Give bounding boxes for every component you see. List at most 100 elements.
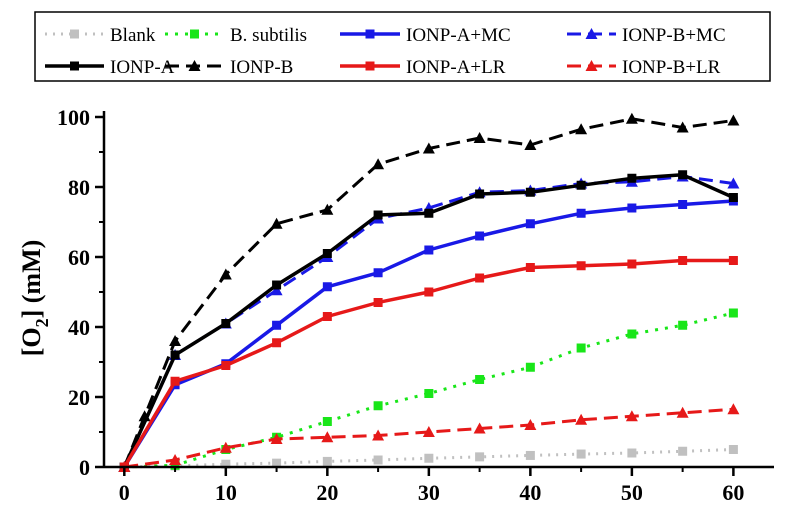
data-point-ionp-b — [138, 410, 151, 422]
legend-item-b-subtilis: B. subtilis — [165, 25, 307, 46]
x-tick-label: 50 — [621, 480, 643, 505]
series-line-ionp-a — [122, 173, 735, 468]
data-point-blank — [272, 458, 282, 468]
data-point-ionp-a-lr — [221, 361, 231, 370]
data-point-blank — [525, 450, 535, 460]
data-point-ionp-a-mc — [322, 282, 332, 292]
data-point-ionp-b-lr — [321, 431, 334, 443]
data-point-ionp-b — [219, 268, 232, 280]
data-point-blank — [475, 452, 485, 462]
data-point-ionp-a-lr — [728, 256, 738, 265]
data-point-ionp-b — [422, 142, 435, 154]
data-point-ionp-b-lr — [422, 426, 435, 437]
data-point-ionp-b-lr — [169, 454, 182, 465]
plot-area — [118, 112, 740, 472]
data-point-ionp-b — [575, 123, 588, 135]
series-ionp-a-lr — [119, 256, 738, 472]
y-tick-label: 20 — [68, 385, 90, 410]
series-ionp-a — [119, 170, 738, 472]
y-axis-label: [O2] (mM) — [17, 240, 52, 357]
data-point-blank — [373, 455, 383, 465]
data-point-ionp-b-lr — [270, 433, 283, 444]
legend-label: B. subtilis — [230, 25, 307, 46]
legend-label: IONP-A+LR — [406, 57, 506, 78]
legend-item-ionp-a-lr: IONP-A+LR — [340, 57, 506, 78]
data-point-ionp-b — [676, 121, 689, 133]
data-point-blank — [678, 446, 688, 456]
data-point-ionp-b — [727, 114, 740, 126]
data-point-ionp-b-mc — [270, 284, 283, 296]
data-point-blank — [322, 456, 332, 466]
data-point-ionp-b-lr — [727, 403, 740, 415]
data-point-b-subtilis — [373, 401, 383, 411]
legend-swatch-marker — [190, 29, 199, 39]
data-point-b-subtilis — [475, 375, 485, 384]
data-point-ionp-a-lr — [424, 287, 434, 297]
data-point-ionp-a-mc — [678, 200, 688, 209]
legend-swatch-marker — [585, 28, 598, 39]
data-point-ionp-b-lr — [676, 406, 689, 418]
legend-label: IONP-A — [110, 57, 175, 78]
y-tick-label: 40 — [68, 315, 90, 340]
data-point-b-subtilis — [627, 329, 637, 339]
legend-swatch-marker — [70, 29, 79, 39]
data-point-ionp-a-mc — [576, 208, 586, 218]
data-point-ionp-a-lr — [322, 312, 332, 321]
data-point-b-subtilis — [576, 343, 586, 353]
data-point-ionp-b-mc — [727, 177, 740, 189]
data-point-ionp-a — [322, 249, 332, 258]
data-point-ionp-a-lr — [373, 298, 383, 307]
data-point-ionp-a — [678, 170, 688, 180]
data-point-ionp-a — [627, 173, 637, 183]
data-point-ionp-a-lr — [170, 376, 180, 386]
data-point-b-subtilis — [728, 308, 738, 318]
data-point-ionp-a — [525, 187, 535, 197]
data-point-ionp-b-lr — [473, 422, 486, 434]
data-point-blank — [576, 449, 586, 459]
data-point-ionp-a-mc — [424, 245, 434, 255]
legend-swatch-marker — [365, 29, 375, 39]
data-point-ionp-a-lr — [627, 259, 637, 269]
data-point-ionp-b-lr — [524, 419, 537, 430]
data-point-ionp-b-lr — [625, 410, 638, 422]
x-tick-label: 10 — [215, 480, 237, 505]
data-point-b-subtilis — [170, 460, 180, 470]
data-point-b-subtilis — [678, 320, 688, 330]
data-point-ionp-b — [321, 203, 334, 215]
data-point-ionp-a — [272, 280, 282, 290]
data-point-ionp-a-lr — [525, 263, 535, 272]
series-line-ionp-b-mc — [122, 175, 734, 468]
data-point-b-subtilis — [322, 417, 332, 426]
legend-item-blank: Blank — [45, 25, 156, 46]
data-point-ionp-a-lr — [272, 338, 282, 348]
data-point-ionp-a — [373, 210, 383, 220]
data-point-blank — [728, 445, 738, 454]
series-line-ionp-b — [122, 117, 734, 468]
legend-label: IONP-B+MC — [622, 25, 726, 46]
data-point-ionp-a — [728, 193, 738, 202]
data-point-ionp-b — [625, 112, 638, 124]
data-point-ionp-a — [424, 208, 434, 218]
data-point-ionp-a-lr — [678, 256, 688, 265]
data-point-ionp-b — [372, 158, 385, 170]
y-tick-label: 60 — [68, 245, 90, 270]
data-point-ionp-a — [576, 180, 586, 190]
y-tick-label: 80 — [68, 175, 90, 200]
y-tick-label: 100 — [57, 105, 90, 130]
y-tick-label: 0 — [79, 455, 90, 480]
x-tick-label: 20 — [316, 480, 338, 505]
data-point-ionp-b — [270, 217, 283, 229]
legend: Blank B. subtilis IONP-A+MC IONP-B+MC IONP-A… — [34, 11, 771, 82]
legend-label: IONP-B+LR — [622, 57, 721, 78]
data-point-b-subtilis — [424, 389, 434, 398]
legend-swatch-marker — [188, 60, 201, 71]
data-point-ionp-a — [170, 350, 180, 360]
legend-item-ionp-a-mc: IONP-A+MC — [340, 25, 511, 46]
data-point-ionp-b-lr — [575, 413, 588, 425]
data-point-ionp-a-mc — [627, 203, 637, 213]
data-point-ionp-a-mc — [525, 219, 535, 229]
data-point-ionp-a-lr — [475, 273, 485, 283]
data-point-blank — [221, 459, 231, 469]
legend-swatch-marker — [70, 61, 79, 71]
